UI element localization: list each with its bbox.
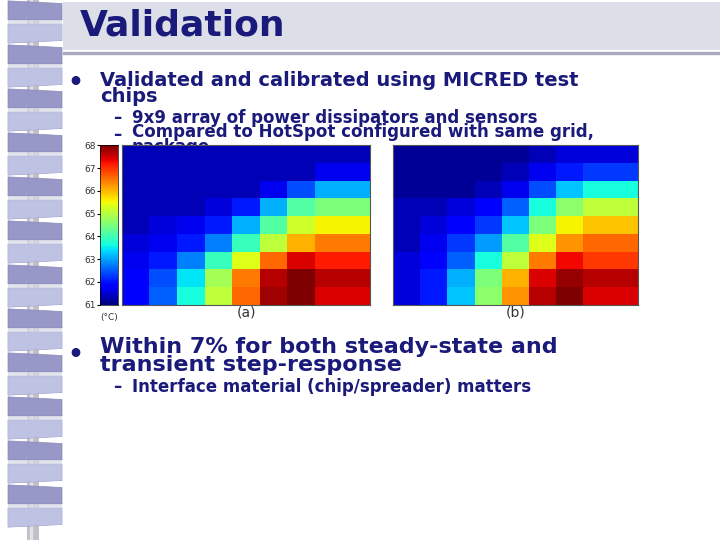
Text: transient step-response: transient step-response — [100, 355, 402, 375]
FancyBboxPatch shape — [8, 152, 62, 156]
Text: 9x9 array of power dissipators and sensors: 9x9 array of power dissipators and senso… — [132, 109, 538, 127]
Text: package: package — [132, 138, 210, 156]
Polygon shape — [8, 221, 62, 240]
Polygon shape — [8, 133, 62, 152]
Text: –: – — [113, 126, 121, 144]
Polygon shape — [8, 332, 62, 351]
Polygon shape — [8, 508, 62, 527]
Polygon shape — [8, 200, 62, 219]
FancyBboxPatch shape — [8, 504, 62, 508]
FancyBboxPatch shape — [8, 64, 62, 68]
Polygon shape — [8, 89, 62, 108]
Text: •: • — [67, 71, 83, 95]
FancyBboxPatch shape — [8, 416, 62, 420]
Polygon shape — [8, 200, 62, 219]
Polygon shape — [8, 420, 62, 439]
Text: •: • — [67, 343, 83, 367]
FancyBboxPatch shape — [8, 108, 62, 112]
Polygon shape — [8, 397, 62, 416]
Polygon shape — [8, 24, 62, 43]
Polygon shape — [8, 177, 62, 196]
Text: –: – — [113, 109, 121, 127]
Text: (a): (a) — [236, 305, 256, 319]
Polygon shape — [8, 332, 62, 351]
Text: Validation: Validation — [80, 9, 286, 43]
Text: chips: chips — [100, 87, 158, 106]
Text: (°C): (°C) — [100, 313, 118, 322]
Polygon shape — [8, 112, 62, 131]
Polygon shape — [8, 508, 62, 527]
FancyBboxPatch shape — [8, 460, 62, 464]
Polygon shape — [8, 45, 62, 64]
Polygon shape — [8, 1, 62, 20]
Polygon shape — [8, 68, 62, 87]
Polygon shape — [8, 309, 62, 328]
Polygon shape — [8, 112, 62, 131]
FancyBboxPatch shape — [8, 240, 62, 244]
Polygon shape — [8, 156, 62, 175]
Polygon shape — [8, 244, 62, 263]
Polygon shape — [8, 464, 62, 483]
FancyBboxPatch shape — [8, 284, 62, 288]
Polygon shape — [8, 420, 62, 439]
Polygon shape — [8, 376, 62, 395]
Text: Validated and calibrated using MICRED test: Validated and calibrated using MICRED te… — [100, 71, 578, 91]
FancyBboxPatch shape — [8, 20, 62, 24]
FancyBboxPatch shape — [8, 372, 62, 376]
Polygon shape — [8, 288, 62, 307]
Text: Interface material (chip/spreader) matters: Interface material (chip/spreader) matte… — [132, 378, 531, 396]
Polygon shape — [8, 244, 62, 263]
Polygon shape — [8, 464, 62, 483]
Polygon shape — [8, 156, 62, 175]
Text: –: – — [113, 378, 121, 396]
Polygon shape — [8, 24, 62, 43]
FancyBboxPatch shape — [27, 0, 39, 540]
FancyBboxPatch shape — [63, 2, 720, 50]
Text: Within 7% for both steady-state and: Within 7% for both steady-state and — [100, 337, 557, 357]
Polygon shape — [8, 376, 62, 395]
Polygon shape — [8, 441, 62, 460]
FancyBboxPatch shape — [8, 328, 62, 332]
Polygon shape — [8, 288, 62, 307]
Text: (b): (b) — [505, 305, 526, 319]
Polygon shape — [8, 265, 62, 284]
Polygon shape — [8, 68, 62, 87]
Polygon shape — [8, 485, 62, 504]
Polygon shape — [8, 353, 62, 372]
Text: Compared to HotSpot configured with same grid,: Compared to HotSpot configured with same… — [132, 123, 594, 141]
FancyBboxPatch shape — [8, 196, 62, 200]
